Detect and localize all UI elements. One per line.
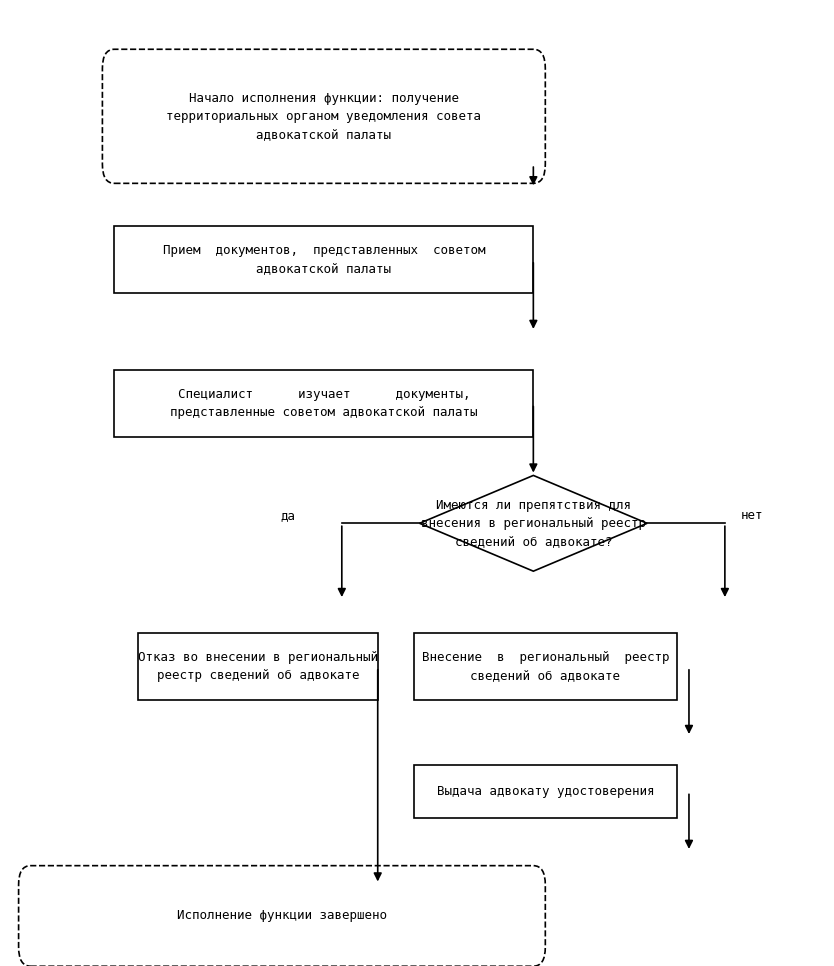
FancyBboxPatch shape (414, 765, 677, 818)
Text: Внесение  в  региональный  реестр
сведений об адвокате: Внесение в региональный реестр сведений … (421, 651, 669, 682)
FancyBboxPatch shape (103, 49, 545, 184)
Text: Прием  документов,  представленных  советом
адвокатской палаты: Прием документов, представленных советом… (163, 244, 485, 275)
Text: нет: нет (741, 509, 763, 523)
FancyBboxPatch shape (414, 634, 677, 700)
Text: Исполнение функции завершено: Исполнение функции завершено (177, 909, 387, 923)
Text: Выдача адвокату удостоверения: Выдача адвокату удостоверения (436, 785, 654, 798)
Text: да: да (280, 509, 295, 523)
FancyBboxPatch shape (18, 866, 545, 966)
Text: Специалист      изучает      документы,
представленные советом адвокатской палат: Специалист изучает документы, представле… (170, 388, 478, 419)
FancyBboxPatch shape (138, 634, 378, 700)
Text: Начало исполнения функции: получение
территориальных органом уведомления совета
: Начало исполнения функции: получение тер… (166, 92, 481, 141)
FancyBboxPatch shape (114, 226, 534, 294)
Text: Отказ во внесении в региональный
реестр сведений об адвокате: Отказ во внесении в региональный реестр … (138, 651, 378, 682)
Polygon shape (420, 475, 647, 571)
Text: Имеются ли препятствия для
внесения в региональный реестр
сведений об адвокате?: Имеются ли препятствия для внесения в ре… (421, 498, 646, 548)
FancyBboxPatch shape (114, 370, 534, 438)
